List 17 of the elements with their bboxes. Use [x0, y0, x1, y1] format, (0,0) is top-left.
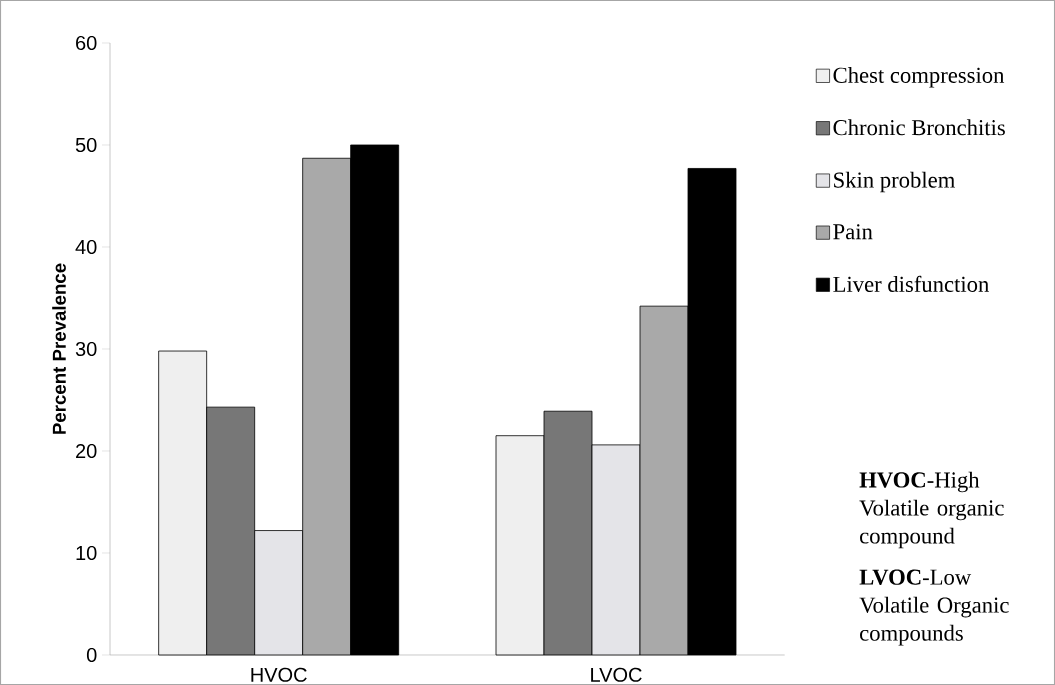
y-tick-label: 20 [76, 443, 97, 459]
legend-label: Pain [833, 224, 873, 240]
y-tick-label: 10 [76, 545, 97, 561]
y-tick-label: 40 [75, 239, 97, 255]
y-tick-label: 60 [76, 35, 97, 51]
y-tick-label: 0 [86, 647, 97, 663]
y-tick-label: 30 [75, 341, 97, 357]
y-tick-label: 50 [75, 137, 97, 153]
x-tick-label: HVOC [251, 667, 307, 682]
y-axis-title: Percent Prevalence [52, 263, 66, 434]
legend-label: Chronic Bronchitis [833, 119, 1005, 136]
legend-label: Chest compression [833, 66, 1005, 88]
legend-label: Liver disfunction [833, 275, 989, 292]
text: LVOC-Low Volatile Organic compounds [859, 569, 1009, 646]
x-tick-label: LVOC [591, 667, 642, 682]
legend-label: Skin problem [834, 171, 955, 193]
text: HVOC-High Volatile organic compound [859, 471, 1004, 549]
